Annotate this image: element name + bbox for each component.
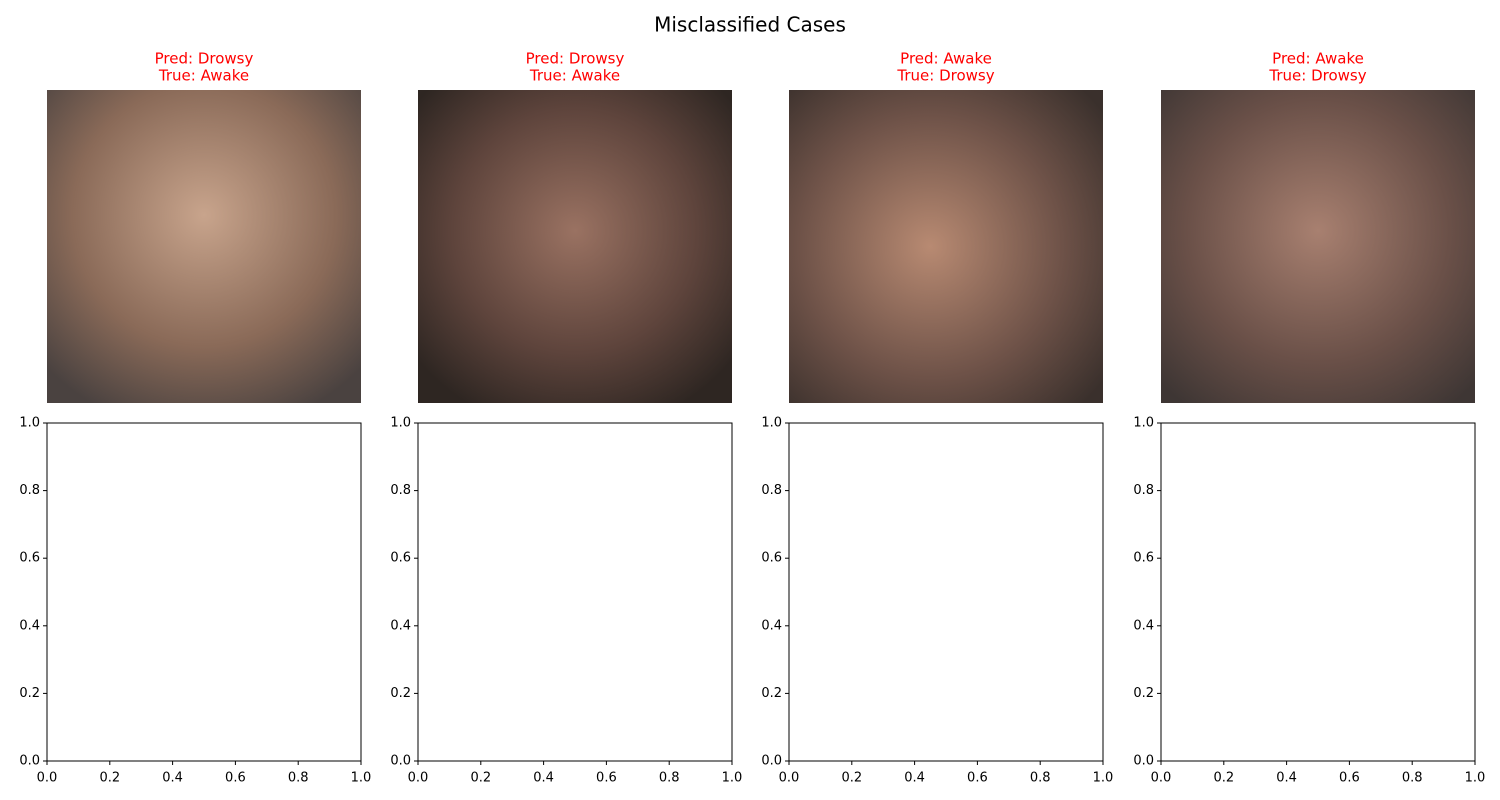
x-tick-label: 0.8 xyxy=(659,771,680,786)
x-tick-label: 0.0 xyxy=(1151,771,1172,786)
panel-title: Pred: Drowsy xyxy=(526,50,625,68)
axes-frame xyxy=(788,422,1104,762)
panel-title: Pred: Awake xyxy=(1272,50,1364,68)
x-tick-label: 0.2 xyxy=(470,771,491,786)
y-tick-label: 0.2 xyxy=(1133,686,1154,701)
x-tick-label: 1.0 xyxy=(722,771,743,786)
x-tick-label: 0.0 xyxy=(779,771,800,786)
axes-frame xyxy=(417,422,733,762)
y-tick-label: 0.2 xyxy=(390,686,411,701)
y-tick-label: 0.0 xyxy=(390,754,411,769)
x-tick-label: 0.6 xyxy=(596,771,617,786)
panel-title: Pred: Drowsy xyxy=(155,50,254,68)
x-tick-label: 0.6 xyxy=(1339,771,1360,786)
y-tick-label: 0.0 xyxy=(1133,754,1154,769)
y-tick-label: 0.8 xyxy=(761,483,782,498)
y-tick-label: 0.8 xyxy=(1133,483,1154,498)
y-tick-label: 0.4 xyxy=(761,618,782,633)
y-tick-label: 0.2 xyxy=(19,686,40,701)
x-tick-label: 0.4 xyxy=(162,771,183,786)
y-tick-label: 0.8 xyxy=(19,483,40,498)
x-tick-label: 0.6 xyxy=(225,771,246,786)
x-tick-label: 0.2 xyxy=(99,771,120,786)
y-tick-label: 0.0 xyxy=(19,754,40,769)
x-tick-label: 0.8 xyxy=(1402,771,1423,786)
x-tick-label: 0.0 xyxy=(37,771,58,786)
face-image xyxy=(1161,90,1475,403)
x-tick-label: 0.2 xyxy=(841,771,862,786)
y-tick-label: 0.2 xyxy=(761,686,782,701)
y-tick-label: 0.6 xyxy=(19,551,40,566)
y-tick-label: 0.6 xyxy=(761,551,782,566)
y-tick-label: 0.8 xyxy=(390,483,411,498)
x-tick-label: 0.8 xyxy=(288,771,309,786)
panel-title: True: Drowsy xyxy=(1268,67,1366,85)
panel-title: True: Awake xyxy=(529,67,620,85)
panel-title: True: Drowsy xyxy=(896,67,994,85)
y-tick-label: 1.0 xyxy=(390,416,411,431)
x-tick-label: 0.8 xyxy=(1030,771,1051,786)
axes-frame xyxy=(1160,422,1476,762)
x-tick-label: 0.2 xyxy=(1213,771,1234,786)
face-image xyxy=(47,90,361,403)
y-tick-label: 0.4 xyxy=(1133,618,1154,633)
panel-title: Pred: Awake xyxy=(900,50,992,68)
y-tick-label: 0.0 xyxy=(761,754,782,769)
panel-title: True: Awake xyxy=(158,67,249,85)
x-tick-label: 0.4 xyxy=(1276,771,1297,786)
y-tick-label: 0.4 xyxy=(19,618,40,633)
y-tick-label: 0.6 xyxy=(1133,551,1154,566)
y-tick-label: 1.0 xyxy=(19,416,40,431)
x-tick-label: 0.0 xyxy=(408,771,429,786)
x-tick-label: 0.4 xyxy=(904,771,925,786)
axes-frame xyxy=(46,422,362,762)
face-image xyxy=(789,90,1103,403)
x-tick-label: 1.0 xyxy=(1465,771,1486,786)
y-tick-label: 0.4 xyxy=(390,618,411,633)
x-tick-label: 1.0 xyxy=(351,771,372,786)
x-tick-label: 0.6 xyxy=(967,771,988,786)
x-tick-label: 0.4 xyxy=(533,771,554,786)
y-tick-label: 1.0 xyxy=(1133,416,1154,431)
y-tick-label: 1.0 xyxy=(761,416,782,431)
y-tick-label: 0.6 xyxy=(390,551,411,566)
x-tick-label: 1.0 xyxy=(1093,771,1114,786)
figure-title: Misclassified Cases xyxy=(654,13,846,37)
face-image xyxy=(418,90,732,403)
